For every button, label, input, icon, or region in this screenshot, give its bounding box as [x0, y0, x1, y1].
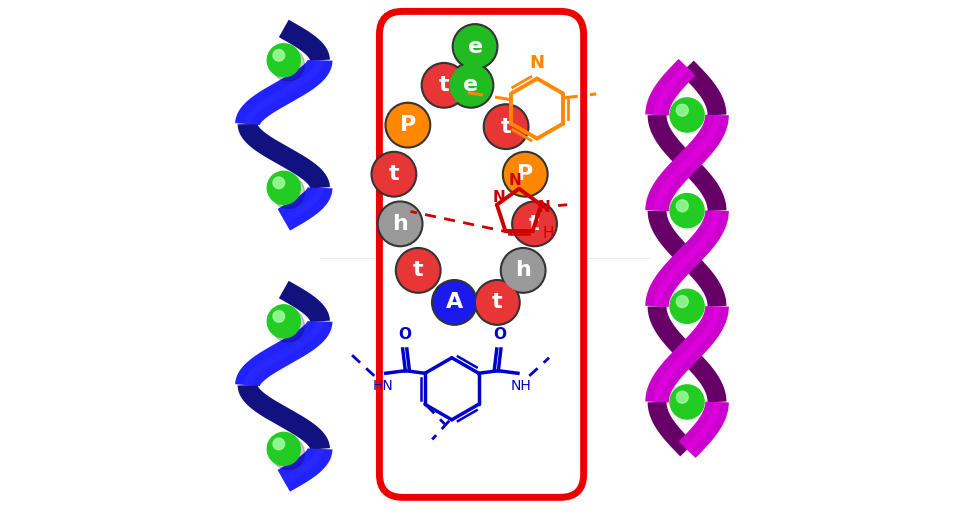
Text: t: t	[492, 293, 503, 312]
Circle shape	[503, 151, 548, 197]
Circle shape	[501, 248, 546, 293]
Text: A: A	[446, 293, 463, 312]
Circle shape	[273, 177, 285, 189]
Text: t: t	[439, 75, 449, 95]
Text: NH: NH	[510, 379, 531, 393]
Text: HN: HN	[373, 379, 393, 393]
Circle shape	[273, 311, 285, 322]
Text: O: O	[493, 327, 506, 342]
Text: h: h	[515, 261, 531, 280]
Circle shape	[670, 289, 704, 323]
Circle shape	[676, 104, 688, 116]
Circle shape	[380, 203, 421, 245]
Circle shape	[371, 151, 417, 197]
Circle shape	[271, 436, 305, 469]
Text: H: H	[542, 226, 553, 241]
Circle shape	[448, 63, 494, 108]
Circle shape	[271, 309, 305, 342]
Circle shape	[676, 200, 688, 212]
Circle shape	[450, 65, 492, 106]
Circle shape	[433, 282, 475, 323]
Circle shape	[267, 432, 301, 465]
Circle shape	[485, 106, 527, 147]
Text: N: N	[493, 190, 506, 205]
Text: t: t	[529, 214, 540, 234]
Circle shape	[670, 193, 704, 227]
Text: t: t	[388, 164, 399, 184]
Text: O: O	[398, 327, 411, 342]
Circle shape	[513, 203, 555, 245]
Circle shape	[676, 296, 688, 308]
Circle shape	[273, 438, 285, 450]
Text: t: t	[413, 261, 424, 280]
Circle shape	[378, 201, 423, 247]
Text: P: P	[517, 164, 533, 184]
Circle shape	[503, 250, 544, 291]
Circle shape	[676, 391, 688, 403]
Circle shape	[474, 280, 520, 325]
Circle shape	[267, 44, 301, 77]
Circle shape	[476, 282, 518, 323]
Circle shape	[397, 250, 439, 291]
Circle shape	[267, 171, 301, 204]
Circle shape	[373, 154, 415, 195]
Circle shape	[452, 24, 498, 69]
Circle shape	[267, 305, 301, 338]
Circle shape	[455, 26, 496, 67]
Circle shape	[505, 154, 546, 195]
Circle shape	[422, 63, 467, 108]
Circle shape	[395, 248, 441, 293]
Text: t: t	[501, 117, 511, 136]
Circle shape	[386, 102, 430, 148]
Circle shape	[670, 385, 704, 419]
FancyBboxPatch shape	[380, 11, 584, 497]
Circle shape	[424, 65, 465, 106]
Circle shape	[271, 48, 305, 81]
Text: e: e	[468, 37, 483, 56]
Circle shape	[670, 98, 704, 132]
Circle shape	[511, 201, 557, 247]
Circle shape	[483, 104, 529, 149]
Text: N: N	[508, 173, 521, 188]
Circle shape	[431, 280, 477, 325]
Text: N: N	[530, 54, 545, 72]
Text: e: e	[464, 75, 478, 95]
Text: h: h	[392, 214, 408, 234]
Text: P: P	[400, 115, 416, 135]
Circle shape	[387, 104, 428, 146]
Text: N: N	[538, 200, 550, 215]
Circle shape	[271, 175, 305, 208]
Circle shape	[273, 50, 285, 61]
